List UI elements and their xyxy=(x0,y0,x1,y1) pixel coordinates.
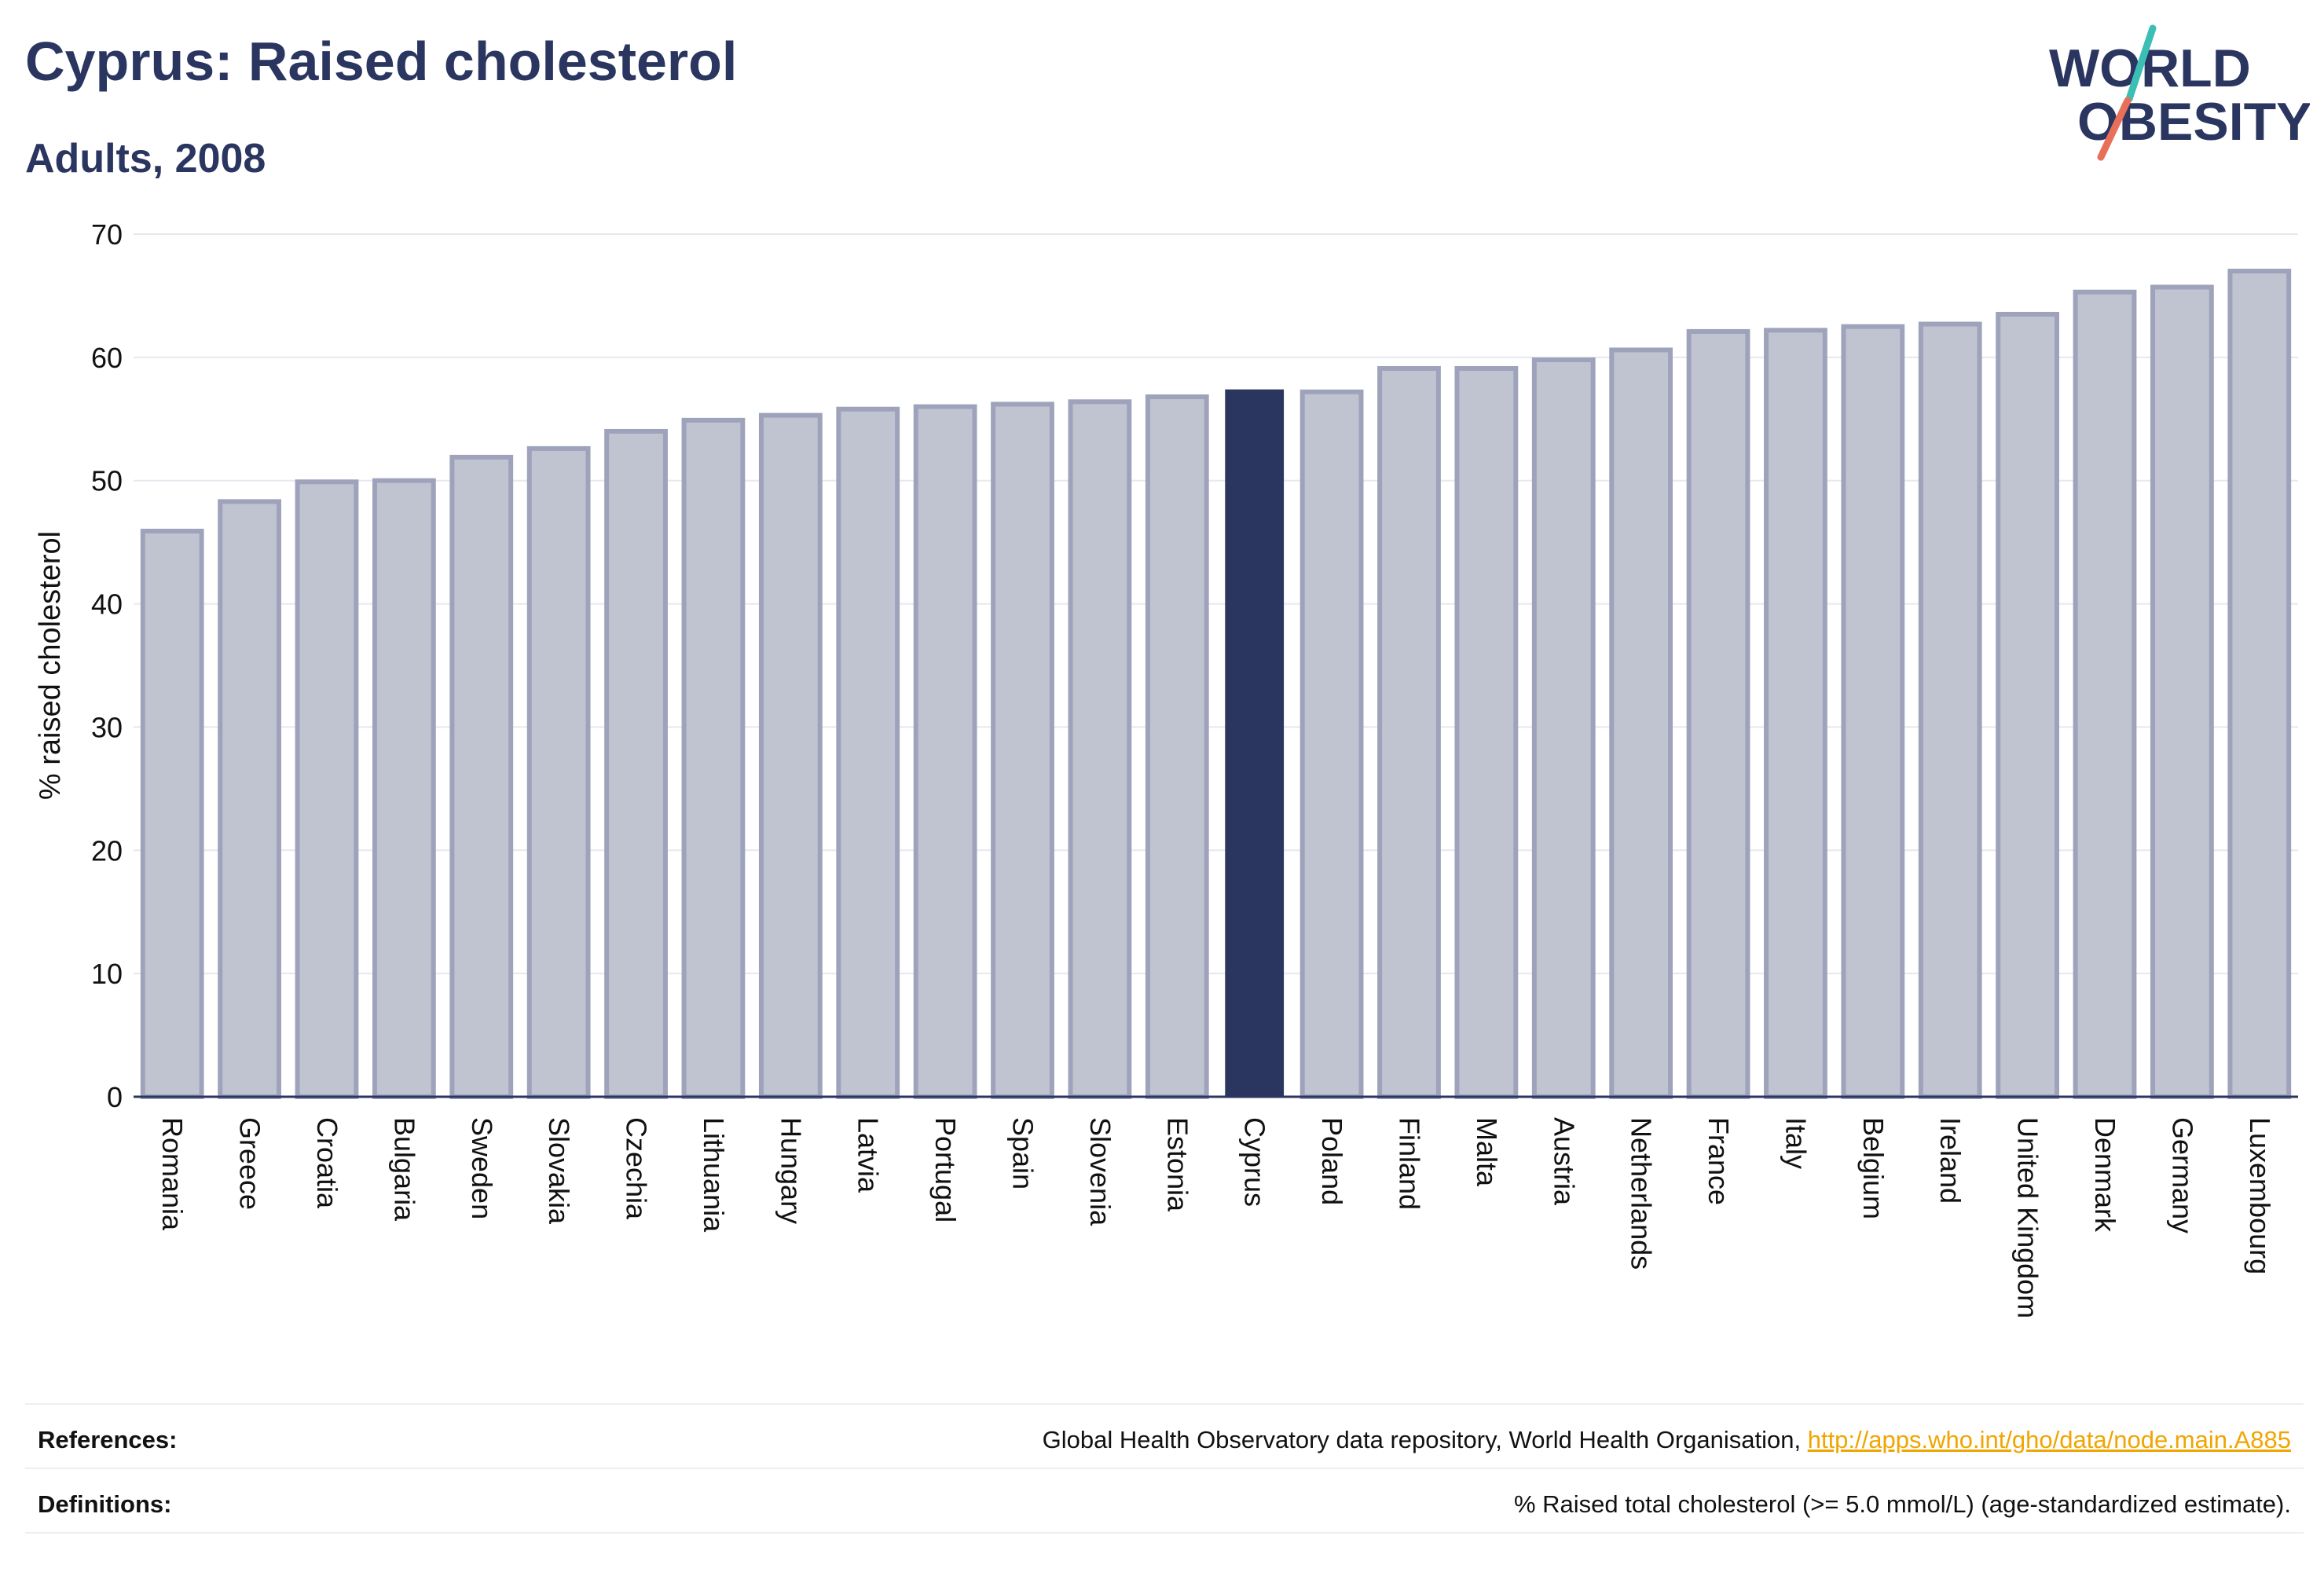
bar-austria xyxy=(1531,357,1596,1100)
bar-spain xyxy=(991,401,1054,1099)
bar-poland xyxy=(1299,389,1364,1099)
y-tick-label: 0 xyxy=(107,1081,123,1113)
x-tick-label: Estonia xyxy=(1161,1117,1193,1212)
x-tick-label: Poland xyxy=(1316,1117,1348,1205)
definitions-label: Definitions: xyxy=(38,1490,172,1518)
bars xyxy=(140,269,2292,1100)
x-tick-label: Slovakia xyxy=(543,1117,575,1225)
world-obesity-logo: WORLD OBESITY xyxy=(2049,24,2310,161)
x-tick-label: Denmark xyxy=(2089,1117,2121,1233)
y-axis-ticks: 0 10 20 30 40 50 60 70 xyxy=(91,218,123,1113)
bar-malta xyxy=(1454,365,1519,1099)
bar-slovakia xyxy=(526,445,591,1099)
references-row: References: Global Health Observatory da… xyxy=(25,1426,2304,1461)
logo-slash-bottom xyxy=(2097,97,2132,161)
bar-united-kingdom xyxy=(1996,311,2060,1099)
chart-subtitle: Adults, 2008 xyxy=(25,136,266,181)
references-label: References: xyxy=(38,1426,178,1453)
x-tick-label: Bulgaria xyxy=(388,1117,420,1222)
y-tick-label: 50 xyxy=(91,465,123,497)
x-tick-label: Spain xyxy=(1007,1117,1039,1189)
bar-cyprus xyxy=(1225,389,1285,1097)
bar-estonia xyxy=(1145,394,1209,1099)
bar-portugal xyxy=(913,404,977,1099)
footer-divider-top xyxy=(25,1403,2304,1405)
x-tick-label: Slovenia xyxy=(1084,1117,1116,1226)
definitions-row: Definitions: % Raised total cholesterol … xyxy=(25,1490,2304,1525)
x-tick-label: Croatia xyxy=(311,1117,343,1209)
x-tick-label: Sweden xyxy=(466,1117,498,1219)
bar-belgium xyxy=(1841,324,1905,1099)
bar-finland xyxy=(1377,365,1441,1099)
bar-latvia xyxy=(836,406,900,1099)
y-tick-label: 60 xyxy=(91,342,123,374)
references-link[interactable]: http://apps.who.int/gho/data/node.main.A… xyxy=(1807,1426,2291,1453)
definitions-value: % Raised total cholesterol (>= 5.0 mmol/… xyxy=(1513,1490,2291,1518)
y-axis-title: % raised cholesterol xyxy=(34,531,67,800)
logo-line1: WORLD xyxy=(2049,38,2251,98)
references-value: Global Health Observatory data repositor… xyxy=(1043,1426,2291,1454)
x-tick-label: Cyprus xyxy=(1239,1117,1271,1207)
x-tick-label: Belgium xyxy=(1857,1117,1890,1219)
x-tick-label: Ireland xyxy=(1934,1117,1967,1204)
x-tick-label: Austria xyxy=(1548,1117,1580,1206)
bar-slovenia xyxy=(1068,399,1132,1099)
y-tick-label: 40 xyxy=(91,588,123,621)
bar-denmark xyxy=(2073,289,2137,1099)
bar-greece xyxy=(218,499,281,1099)
footer-divider-middle xyxy=(25,1468,2304,1469)
x-tick-label: France xyxy=(1703,1117,1735,1205)
x-tick-label: Malta xyxy=(1471,1117,1503,1187)
footer-divider-bottom xyxy=(25,1532,2304,1534)
bar-luxembourg xyxy=(2227,269,2292,1099)
bar-italy xyxy=(1764,328,1827,1099)
bar-lithuania xyxy=(681,417,746,1099)
x-tick-label: Netherlands xyxy=(1626,1117,1658,1270)
y-tick-label: 70 xyxy=(91,218,123,251)
y-tick-label: 10 xyxy=(91,958,123,990)
bar-france xyxy=(1686,328,1750,1100)
bar-sweden xyxy=(449,454,514,1099)
chart-title: Cyprus: Raised cholesterol xyxy=(25,31,738,92)
x-tick-label: Italy xyxy=(1780,1117,1812,1169)
bar-hungary xyxy=(758,412,823,1099)
bar-chart: 0 10 20 30 40 50 60 70 Romania Greece Croatia Bulg… xyxy=(34,218,2298,1318)
bar-croatia xyxy=(295,479,359,1099)
x-tick-label: Latvia xyxy=(852,1117,885,1193)
x-tick-label: Luxembourg xyxy=(2244,1117,2276,1274)
bar-ireland xyxy=(1918,321,1982,1099)
x-tick-label: Lithuania xyxy=(698,1117,730,1233)
x-tick-label: Finland xyxy=(1393,1117,1425,1210)
y-tick-label: 30 xyxy=(91,711,123,743)
x-tick-label: Greece xyxy=(234,1117,266,1210)
x-tick-label: Hungary xyxy=(775,1117,807,1224)
references-text: Global Health Observatory data repositor… xyxy=(1042,1426,1808,1453)
bar-netherlands xyxy=(1609,347,1673,1099)
y-tick-label: 20 xyxy=(91,834,123,867)
x-tick-label: Germany xyxy=(2166,1117,2198,1233)
x-tick-label: Czechia xyxy=(621,1117,653,1220)
bar-germany xyxy=(2150,284,2214,1099)
x-tick-label: Romania xyxy=(156,1117,189,1231)
x-tick-label: United Kingdom xyxy=(2012,1117,2044,1318)
bar-czechia xyxy=(604,428,668,1099)
bar-romania xyxy=(140,529,204,1099)
bar-bulgaria xyxy=(372,478,436,1099)
logo-slash-top xyxy=(2125,24,2157,103)
x-tick-label: Portugal xyxy=(929,1117,962,1222)
x-axis-labels: Romania Greece Croatia Bulgaria Sweden Slovak… xyxy=(156,1117,2276,1318)
